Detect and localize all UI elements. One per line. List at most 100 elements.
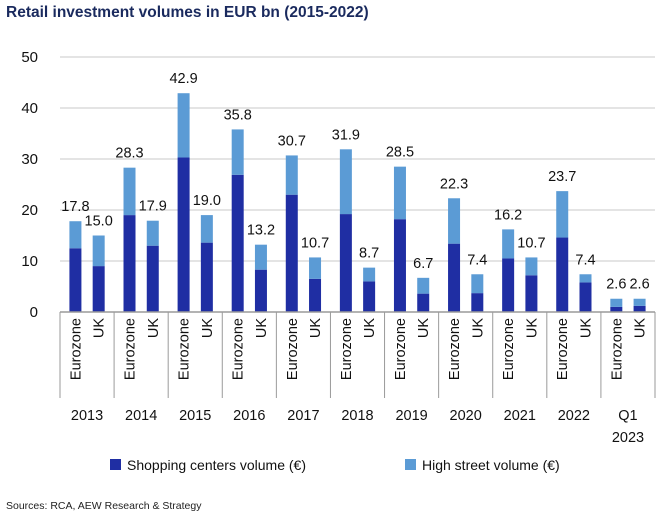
bar-high-street bbox=[339, 149, 352, 215]
source-note: Sources: RCA, AEW Research & Strategy bbox=[6, 500, 202, 512]
chart-title: Retail investment volumes in EUR bn (201… bbox=[6, 4, 369, 21]
x-subcategory-label: UK bbox=[524, 318, 540, 338]
bar-high-street bbox=[417, 277, 430, 294]
bar-total-label: 7.4 bbox=[467, 252, 487, 268]
bar-high-street bbox=[393, 166, 406, 220]
bar-shopping-centers bbox=[417, 293, 430, 312]
bar-shopping-centers bbox=[309, 278, 322, 312]
bar-shopping-centers bbox=[285, 194, 298, 312]
bar-high-street bbox=[556, 191, 569, 238]
bar-high-street bbox=[254, 244, 267, 270]
bar-high-street bbox=[525, 257, 538, 276]
y-tick-label: 10 bbox=[21, 253, 38, 270]
bar-shopping-centers bbox=[448, 243, 461, 312]
x-group-label: Q1 bbox=[618, 408, 637, 424]
bar-total-label: 17.9 bbox=[139, 199, 167, 215]
x-group-label: 2020 bbox=[450, 408, 482, 424]
x-subcategory-label: Eurozone bbox=[285, 318, 301, 380]
x-subcategory-label: Eurozone bbox=[123, 318, 139, 380]
x-group-label: 2018 bbox=[341, 408, 373, 424]
bar-high-street bbox=[69, 221, 82, 249]
bar-high-street bbox=[231, 129, 244, 175]
bar-high-street bbox=[146, 220, 159, 246]
bar-high-street bbox=[92, 235, 105, 267]
bar-total-label: 15.0 bbox=[85, 214, 113, 230]
bar-total-label: 30.7 bbox=[278, 133, 306, 149]
bar-shopping-centers bbox=[363, 281, 376, 312]
bar-shopping-centers bbox=[254, 269, 267, 312]
bar-total-label: 13.2 bbox=[247, 223, 275, 239]
x-subcategory-label: Eurozone bbox=[339, 318, 355, 380]
bar-total-label: 2.6 bbox=[629, 277, 649, 293]
x-group-label: 2016 bbox=[233, 408, 265, 424]
bar-shopping-centers bbox=[231, 174, 244, 312]
y-tick-label: 40 bbox=[21, 100, 38, 117]
bar-shopping-centers bbox=[123, 215, 136, 312]
bar-shopping-centers bbox=[633, 305, 646, 312]
x-subcategory-label: UK bbox=[470, 318, 486, 338]
x-subcategory-label: Eurozone bbox=[609, 318, 625, 380]
bar-shopping-centers bbox=[393, 219, 406, 312]
bar-high-street bbox=[502, 229, 515, 259]
x-subcategory-label: UK bbox=[92, 318, 108, 338]
legend-shopping-centers-label: Shopping centers volume (€) bbox=[127, 457, 306, 473]
y-tick-label: 30 bbox=[21, 151, 38, 168]
bar-total-label: 16.2 bbox=[494, 207, 522, 223]
y-tick-label: 0 bbox=[30, 304, 38, 321]
bar-high-street bbox=[285, 155, 298, 195]
y-tick-label: 20 bbox=[21, 202, 38, 219]
bar-total-label: 19.0 bbox=[193, 193, 221, 209]
bar-shopping-centers bbox=[177, 157, 190, 312]
x-group-label: 2014 bbox=[125, 408, 157, 424]
bar-total-label: 28.5 bbox=[386, 145, 414, 161]
x-subcategory-label: Eurozone bbox=[501, 318, 517, 380]
bar-shopping-centers bbox=[146, 245, 159, 312]
bar-high-street bbox=[579, 274, 592, 283]
bar-high-street bbox=[633, 298, 646, 306]
x-subcategory-label: Eurozone bbox=[447, 318, 463, 380]
bar-high-street bbox=[123, 167, 136, 216]
x-group-label: 2019 bbox=[395, 408, 427, 424]
legend-high-street-label: High street volume (€) bbox=[422, 457, 560, 473]
x-subcategory-label: UK bbox=[578, 318, 594, 338]
y-tick-label: 50 bbox=[21, 49, 38, 66]
x-subcategory-label: UK bbox=[308, 318, 324, 338]
legend-shopping-centers-swatch bbox=[110, 459, 121, 470]
bar-high-street bbox=[610, 298, 623, 307]
x-group-label: 2021 bbox=[504, 408, 536, 424]
bar-high-street bbox=[200, 215, 213, 243]
x-subcategory-label: Eurozone bbox=[177, 318, 193, 380]
x-subcategory-label: Eurozone bbox=[393, 318, 409, 380]
x-subcategory-label: Eurozone bbox=[231, 318, 247, 380]
bar-shopping-centers bbox=[200, 242, 213, 312]
bar-total-label: 42.9 bbox=[169, 71, 197, 87]
bar-shopping-centers bbox=[92, 266, 105, 312]
bar-total-label: 17.8 bbox=[61, 199, 89, 215]
x-subcategory-label: UK bbox=[633, 318, 649, 338]
x-subcategory-label: Eurozone bbox=[555, 318, 571, 380]
bar-high-street bbox=[177, 93, 190, 158]
x-group-label: 2017 bbox=[287, 408, 319, 424]
x-subcategory-label: UK bbox=[146, 318, 162, 338]
bar-high-street bbox=[448, 198, 461, 244]
bar-shopping-centers bbox=[579, 282, 592, 312]
bar-shopping-centers bbox=[339, 214, 352, 312]
x-group-label: 2023 bbox=[612, 430, 644, 446]
x-subcategory-label: UK bbox=[362, 318, 378, 338]
bar-high-street bbox=[363, 267, 376, 282]
bar-total-label: 8.7 bbox=[359, 246, 379, 262]
bar-high-street bbox=[471, 274, 484, 294]
x-subcategory-label: UK bbox=[254, 318, 270, 338]
bar-total-label: 28.3 bbox=[115, 146, 143, 162]
bar-total-label: 6.7 bbox=[413, 256, 433, 272]
bar-total-label: 10.7 bbox=[517, 235, 545, 251]
bar-total-label: 10.7 bbox=[301, 235, 329, 251]
bar-shopping-centers bbox=[525, 275, 538, 312]
bar-shopping-centers bbox=[610, 306, 623, 312]
legend-high-street-swatch bbox=[405, 459, 416, 470]
x-group-label: 2015 bbox=[179, 408, 211, 424]
x-group-label: 2013 bbox=[71, 408, 103, 424]
bar-high-street bbox=[309, 257, 322, 279]
bar-total-label: 31.9 bbox=[332, 127, 360, 143]
x-subcategory-label: UK bbox=[200, 318, 216, 338]
